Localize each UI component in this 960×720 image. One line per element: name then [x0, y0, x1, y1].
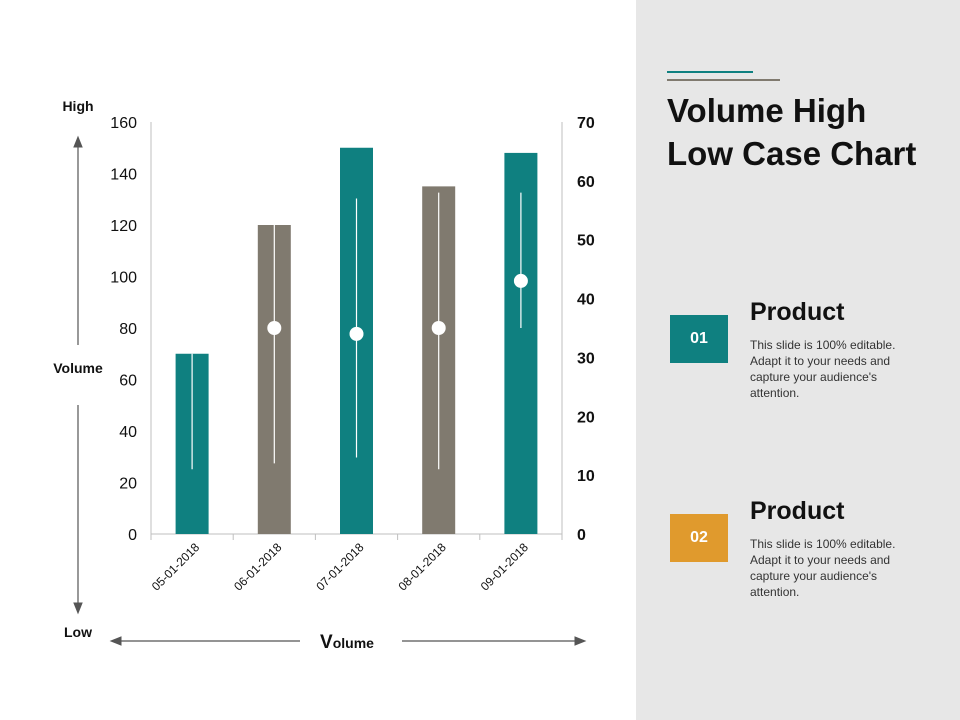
y-left-tick-label: 40	[119, 424, 137, 441]
close-marker	[513, 273, 528, 288]
y-left-tick-label: 160	[110, 115, 137, 132]
y-left-tick-label: 60	[119, 373, 137, 390]
volume-bottom-label-rest: olume	[333, 635, 374, 651]
close-marker	[349, 326, 364, 341]
product-1-badge: 01	[670, 315, 728, 363]
high-label: High	[62, 98, 93, 114]
y-left-tick-label: 100	[110, 270, 137, 287]
title-accent-line-gray	[667, 79, 780, 81]
product-1-description: This slide is 100% editable. Adapt it to…	[750, 338, 896, 400]
volume-bottom-label-initial: V	[320, 632, 333, 653]
slide-title: Volume High Low Case Chart	[667, 92, 917, 172]
close-marker	[431, 321, 446, 335]
y-right-tick-label: 0	[577, 527, 586, 544]
product-1-title: Product	[750, 298, 845, 326]
volume-side-label: Volume	[53, 360, 103, 376]
close-marker	[267, 321, 282, 335]
product-2-title: Product	[750, 497, 845, 525]
y-left-tick-label: 0	[128, 527, 137, 544]
y-right-tick-label: 30	[577, 350, 595, 367]
y-right-tick-label: 50	[577, 233, 595, 250]
product-2-badge: 02	[670, 514, 728, 562]
y-left-tick-label: 120	[110, 218, 137, 235]
y-right-tick-label: 10	[577, 468, 595, 485]
volume-high-low-chart: High Volume Low Volume 02040608010012014…	[53, 98, 595, 653]
x-category-label: 08-01-2018	[396, 540, 450, 594]
x-category-label: 06-01-2018	[231, 540, 285, 594]
y-right-tick-label: 40	[577, 292, 595, 309]
y-left-tick-label: 80	[119, 321, 137, 338]
x-category-label: 05-01-2018	[149, 540, 203, 594]
product-2-description: This slide is 100% editable. Adapt it to…	[750, 537, 896, 599]
chart-marks: 0 20 40 60 80 100 120 140 160 0 10 20 30 40 50 60 70 05-0…	[110, 115, 595, 594]
y-right-tick-label: 60	[577, 174, 595, 191]
title-accent-line-teal	[667, 71, 753, 73]
low-label: Low	[64, 624, 92, 640]
y-right-tick-label: 20	[577, 409, 595, 426]
volume-bottom-label: Volume	[320, 632, 374, 653]
y-right-tick-label: 70	[577, 115, 595, 132]
y-left-tick-label: 20	[119, 476, 137, 493]
y-left-tick-label: 140	[110, 167, 137, 184]
x-category-label: 09-01-2018	[478, 540, 532, 594]
x-category-label: 07-01-2018	[313, 540, 367, 594]
